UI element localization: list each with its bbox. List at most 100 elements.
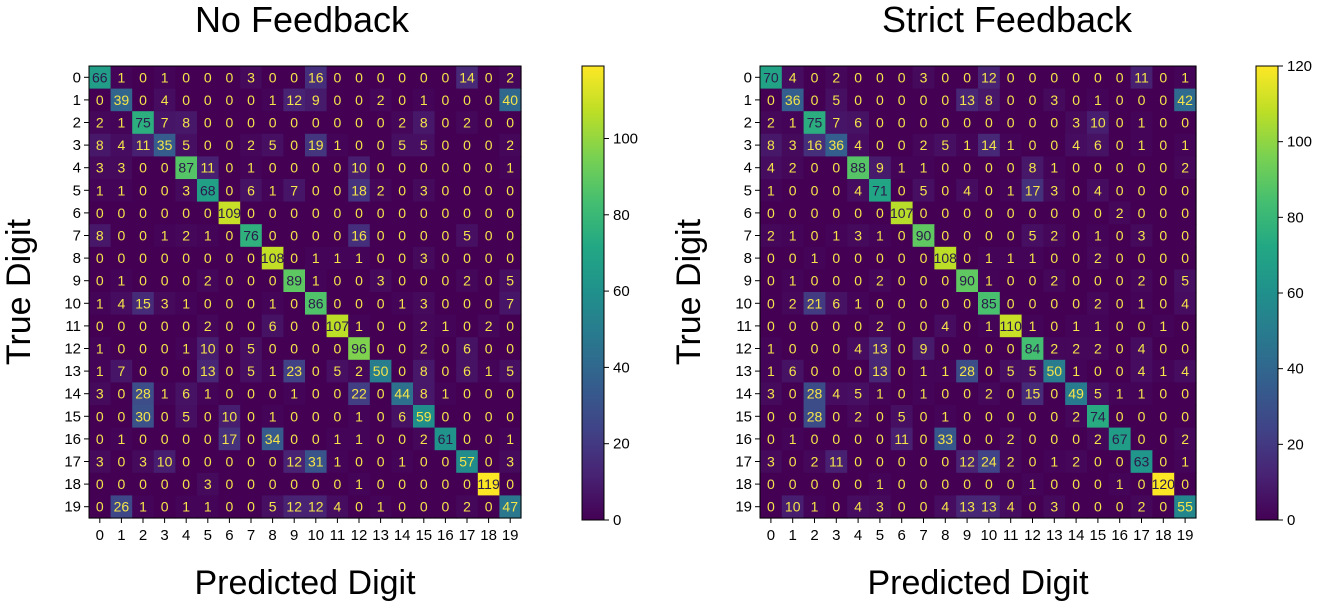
data-label: 0 bbox=[985, 476, 993, 492]
heatmap-cell bbox=[456, 246, 479, 270]
data-label: 4 bbox=[334, 499, 342, 515]
heatmap-cell bbox=[934, 224, 957, 248]
heatmap-cell bbox=[110, 246, 133, 270]
heatmap-cell bbox=[890, 224, 914, 248]
data-label: 0 bbox=[1159, 454, 1167, 470]
heatmap-cell bbox=[477, 314, 500, 338]
data-label: 0 bbox=[226, 160, 234, 176]
data-label: 10 bbox=[1090, 115, 1106, 131]
heatmap-cell bbox=[803, 495, 826, 519]
heatmap-cell bbox=[175, 224, 198, 248]
data-label: 0 bbox=[1072, 69, 1080, 85]
data-label: 0 bbox=[789, 205, 797, 221]
heatmap-cell bbox=[283, 382, 306, 406]
heatmap-cell bbox=[175, 66, 198, 90]
heatmap-cell bbox=[1152, 337, 1175, 361]
data-label: 0 bbox=[204, 408, 212, 424]
heatmap-cell bbox=[197, 405, 220, 429]
heatmap-cell bbox=[1174, 314, 1197, 338]
y-axis-label: True Digit bbox=[0, 218, 38, 365]
data-label: 0 bbox=[1094, 454, 1102, 470]
data-label: 11 bbox=[201, 160, 216, 176]
data-label: 0 bbox=[420, 454, 428, 470]
data-label: 0 bbox=[269, 160, 277, 176]
heatmap-cell bbox=[175, 427, 198, 451]
data-label: 1 bbox=[269, 182, 277, 198]
data-label: 5 bbox=[898, 408, 906, 424]
data-label: 1 bbox=[1159, 363, 1167, 379]
data-label: 0 bbox=[398, 228, 406, 244]
heatmap-cell bbox=[890, 179, 914, 203]
data-label: 2 bbox=[1116, 205, 1124, 221]
data-label: 0 bbox=[269, 115, 277, 131]
data-label: 0 bbox=[485, 205, 493, 221]
heatmap-cell bbox=[1108, 269, 1132, 293]
heatmap-cell bbox=[89, 224, 112, 248]
data-label: 0 bbox=[182, 273, 190, 289]
data-label: 0 bbox=[506, 476, 514, 492]
data-label: 28 bbox=[135, 386, 151, 402]
heatmap-cell bbox=[369, 337, 392, 361]
heatmap-cell bbox=[132, 495, 155, 519]
x-tick-label: 0 bbox=[767, 527, 775, 544]
x-tick-label: 19 bbox=[502, 527, 519, 544]
data-label: 0 bbox=[182, 363, 190, 379]
heatmap-cell bbox=[261, 450, 284, 474]
data-label: 0 bbox=[876, 295, 884, 311]
data-label: 0 bbox=[420, 69, 428, 85]
data-label: 5 bbox=[398, 137, 406, 153]
heatmap-cell bbox=[803, 269, 826, 293]
data-label: 2 bbox=[1050, 228, 1058, 244]
heatmap-cell bbox=[1065, 111, 1088, 135]
heatmap-cell bbox=[1021, 314, 1044, 338]
heatmap-cell bbox=[348, 405, 371, 429]
data-label: 1 bbox=[1116, 386, 1124, 402]
data-label: 0 bbox=[247, 92, 255, 108]
heatmap-cell bbox=[326, 111, 349, 135]
data-label: 1 bbox=[1181, 137, 1189, 153]
data-label: 0 bbox=[355, 205, 363, 221]
data-label: 0 bbox=[898, 454, 906, 470]
data-label: 3 bbox=[420, 250, 428, 266]
data-label: 0 bbox=[1072, 205, 1080, 221]
data-label: 4 bbox=[963, 182, 971, 198]
heatmap-cell bbox=[1130, 201, 1153, 225]
data-label: 1 bbox=[1050, 454, 1058, 470]
data-label: 0 bbox=[1072, 250, 1080, 266]
heatmap-cell bbox=[456, 269, 479, 293]
heatmap-cell bbox=[760, 382, 783, 406]
data-label: 0 bbox=[1116, 318, 1124, 334]
data-label: 0 bbox=[355, 69, 363, 85]
data-label: 0 bbox=[854, 476, 862, 492]
heatmap-cell bbox=[456, 314, 479, 338]
data-label: 2 bbox=[876, 318, 884, 334]
data-label: 0 bbox=[420, 228, 428, 244]
plot-frame bbox=[759, 65, 1197, 519]
heatmap-cell bbox=[477, 224, 500, 248]
x-tick-label: 1 bbox=[789, 527, 797, 544]
heatmap-cell bbox=[1043, 111, 1066, 135]
data-label: 0 bbox=[832, 250, 840, 266]
x-tick-label: 10 bbox=[307, 527, 324, 544]
heatmap-cell bbox=[434, 495, 457, 519]
heatmap-cell bbox=[326, 382, 349, 406]
heatmap-cell bbox=[956, 66, 979, 90]
heatmap-cell bbox=[803, 88, 826, 112]
heatmap-cell bbox=[132, 88, 155, 112]
data-label: 0 bbox=[832, 363, 840, 379]
heatmap-cell bbox=[1087, 495, 1110, 519]
heatmap-cell bbox=[197, 382, 220, 406]
data-label: 0 bbox=[204, 431, 212, 447]
heatmap-cell bbox=[391, 66, 414, 90]
data-label: 8 bbox=[96, 137, 104, 153]
heatmap-cell bbox=[132, 450, 155, 474]
heatmap-cell bbox=[1087, 337, 1110, 361]
data-label: 0 bbox=[96, 205, 104, 221]
data-label: 0 bbox=[377, 69, 385, 85]
data-label: 0 bbox=[161, 363, 169, 379]
heatmap-cell bbox=[1130, 359, 1153, 383]
heatmap-cell bbox=[847, 382, 870, 406]
heatmap-cell bbox=[283, 427, 306, 451]
heatmap-cell bbox=[890, 359, 914, 383]
heatmap-cell bbox=[369, 405, 392, 429]
